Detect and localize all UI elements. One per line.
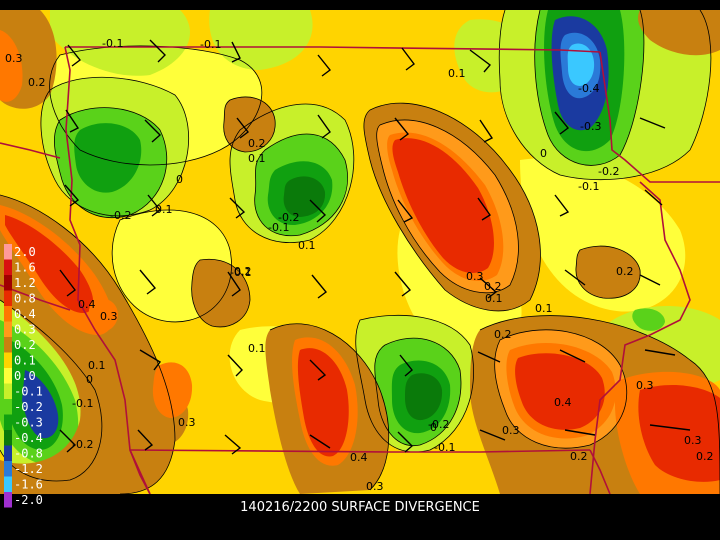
contour-value-label: 0.4 xyxy=(350,451,368,464)
legend-label: 2.0 xyxy=(14,245,36,259)
legend-swatch xyxy=(4,492,12,508)
legend-label: 1.2 xyxy=(14,276,36,290)
contour-value-label: -0.1 xyxy=(578,180,599,193)
contour-value-label: 0.1 xyxy=(448,67,466,80)
legend-swatch xyxy=(4,445,12,461)
legend-label: 0.1 xyxy=(14,354,36,368)
legend-label: 1.6 xyxy=(14,261,36,275)
legend-label: -0.2 xyxy=(14,400,43,414)
contour-value-label: 0.1 xyxy=(248,342,266,355)
legend-label: -1.2 xyxy=(14,462,43,476)
contour-value-label: -0.3 xyxy=(580,120,601,133)
legend-swatch xyxy=(4,244,12,260)
contour-value-label: 0.1 xyxy=(535,302,553,315)
legend-swatch xyxy=(4,461,12,477)
legend-swatch xyxy=(4,399,12,415)
contour-value-label: 0.2 xyxy=(248,137,266,150)
contour-value-label: 0.4 xyxy=(554,396,572,409)
contour-value-label: 0.2 xyxy=(616,265,634,278)
legend: 2.01.61.20.80.40.30.20.10.0-0.1-0.2-0.3-… xyxy=(4,244,43,508)
contour-value-label: -0.1 xyxy=(230,266,251,279)
legend-swatch xyxy=(4,414,12,430)
contour-value-label: 0.4 xyxy=(78,298,96,311)
contour-value-label: 0.3 xyxy=(5,52,23,65)
legend-swatch xyxy=(4,430,12,446)
legend-swatch xyxy=(4,476,12,492)
contour-value-label: 0.2 xyxy=(234,265,252,278)
contour-value-label: 0 xyxy=(86,373,93,386)
contour-value-label: 0.1 xyxy=(485,292,503,305)
contour-value-label: 0.2 xyxy=(570,450,588,463)
contour-value-label: 0.3 xyxy=(366,480,384,493)
contour-value-label: -0.2 xyxy=(110,209,131,222)
contour-value-label: -0.2 xyxy=(278,211,299,224)
contour-value-label: -0.2 xyxy=(72,438,93,451)
legend-label: -0.1 xyxy=(14,385,43,399)
wind-barbs xyxy=(59,39,691,455)
contour-fill-layer xyxy=(0,10,720,494)
contour-value-label: -0.2 xyxy=(428,418,449,431)
legend-label: 0.0 xyxy=(14,369,36,383)
contour-value-label: -0.1 xyxy=(102,37,123,50)
legend-label: -2.0 xyxy=(14,493,43,507)
legend-swatch xyxy=(4,275,12,291)
legend-swatch xyxy=(4,321,12,337)
contour-value-label: -0.1 xyxy=(72,397,93,410)
map-title: 140216/2200 SURFACE DIVERGENCE xyxy=(240,500,480,515)
legend-swatch xyxy=(4,337,12,353)
contour-value-label: 0.3 xyxy=(502,424,520,437)
contour-value-label: 0.1 xyxy=(248,152,266,165)
contour-value-label: 0.2 xyxy=(484,280,502,293)
legend-label: 0.8 xyxy=(14,292,36,306)
contour-value-label: 0.1 xyxy=(298,239,316,252)
contour-value-label: 0.1 xyxy=(88,359,106,372)
legend-label: 0.3 xyxy=(14,323,36,337)
legend-label: -0.8 xyxy=(14,447,43,461)
legend-swatch xyxy=(4,383,12,399)
contour-value-label: 0 xyxy=(430,421,437,434)
contour-value-label: 0.3 xyxy=(466,270,484,283)
contour-value-label: 0.3 xyxy=(178,416,196,429)
contour-value-label: -0.4 xyxy=(578,82,599,95)
contour-value-label: 0 xyxy=(540,147,547,160)
contour-value-label: -0.2 xyxy=(598,165,619,178)
legend-label: -0.3 xyxy=(14,416,43,430)
contour-value-label: -0.1 xyxy=(200,38,221,51)
contour-value-label: 0.2 xyxy=(696,450,714,463)
contour-value-label: 0.3 xyxy=(100,310,118,323)
contour-value-label: 0.2 xyxy=(28,76,46,89)
contour-value-label: 0.1 xyxy=(155,203,173,216)
state-borders xyxy=(0,46,720,494)
legend-label: -0.4 xyxy=(14,431,43,445)
contour-labels: 0.30.2-0.1 -0.1-0.2 0.10-0.10.10.2-0.2-0.1… xyxy=(5,37,714,493)
contour-value-label: 0.2 xyxy=(494,328,512,341)
contour-value-label: -0.1 xyxy=(268,221,289,234)
legend-label: 0.4 xyxy=(14,307,36,321)
legend-swatch xyxy=(4,259,12,275)
legend-swatch xyxy=(4,368,12,384)
legend-swatch xyxy=(4,290,12,306)
legend-label: 0.2 xyxy=(14,338,36,352)
contour-value-label: 0.3 xyxy=(684,434,702,447)
legend-swatch xyxy=(4,352,12,368)
contour-value-label: -0.1 xyxy=(434,441,455,454)
legend-label: -1.6 xyxy=(14,478,43,492)
contour-value-label: 0.3 xyxy=(636,379,654,392)
contour-value-label: 0 xyxy=(176,173,183,186)
legend-swatch xyxy=(4,306,12,322)
